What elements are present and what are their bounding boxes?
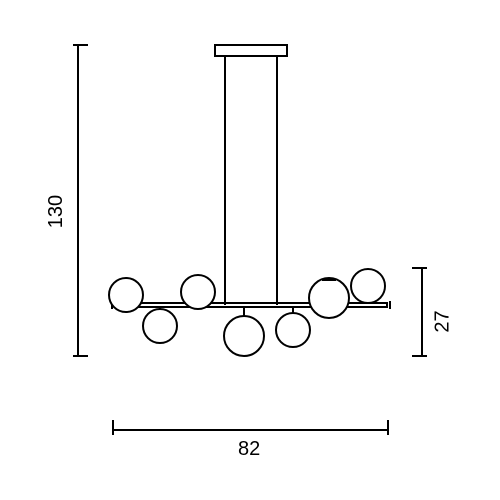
technical-drawing-svg — [0, 0, 500, 500]
dim-line-width — [113, 420, 388, 435]
bulb — [351, 269, 385, 303]
bulb — [181, 275, 215, 309]
dim-line-fixture-height — [412, 268, 427, 356]
bulb-group — [109, 269, 385, 356]
bulb — [309, 278, 349, 318]
bulb — [109, 278, 143, 312]
bulb — [224, 316, 264, 356]
bulb — [143, 309, 177, 343]
dim-label-fixture-height: 27 — [432, 310, 455, 332]
bulb — [276, 313, 310, 347]
dim-line-height — [73, 45, 88, 356]
dim-label-width: 82 — [238, 438, 260, 461]
canopy — [215, 45, 287, 56]
dim-label-height: 130 — [45, 195, 68, 228]
